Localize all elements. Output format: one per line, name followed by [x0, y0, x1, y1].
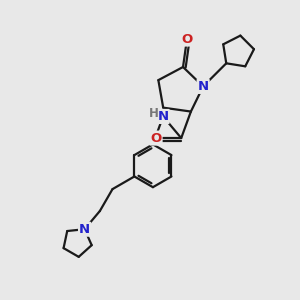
Text: H: H — [149, 107, 159, 120]
Text: O: O — [181, 32, 193, 46]
Text: N: N — [158, 110, 169, 123]
Text: O: O — [150, 132, 162, 145]
Text: N: N — [79, 223, 90, 236]
Text: N: N — [198, 80, 209, 93]
